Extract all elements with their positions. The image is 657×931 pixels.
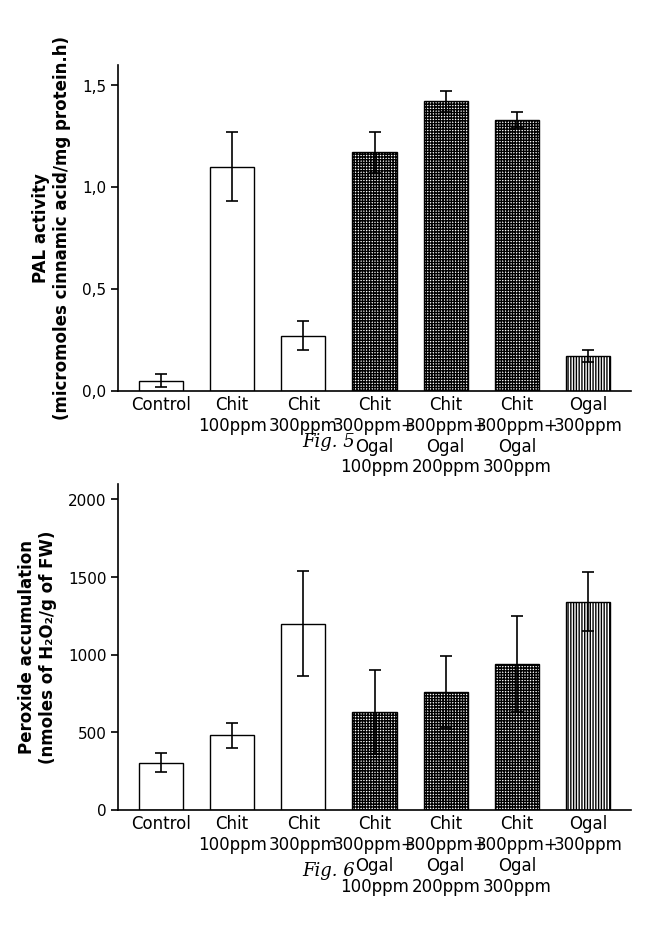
- Bar: [210, 167, 254, 391]
- Text: Fig. 5: Fig. 5: [302, 433, 355, 452]
- Text: Fig. 6: Fig. 6: [302, 861, 355, 880]
- Bar: [210, 735, 254, 810]
- Bar: [566, 357, 610, 391]
- Bar: [495, 664, 539, 810]
- Bar: [566, 602, 610, 810]
- Bar: [139, 762, 183, 810]
- Bar: [281, 624, 325, 810]
- Bar: [281, 336, 325, 391]
- Bar: [495, 120, 539, 391]
- Bar: [139, 381, 183, 391]
- Bar: [424, 692, 468, 810]
- Bar: [424, 101, 468, 391]
- Y-axis label: PAL activity
(micromoles cinnamic acid/mg protein.h): PAL activity (micromoles cinnamic acid/m…: [32, 36, 71, 420]
- Bar: [352, 712, 397, 810]
- Bar: [352, 153, 397, 391]
- Y-axis label: Peroxide accumulation
(nmoles of H₂O₂/g of FW): Peroxide accumulation (nmoles of H₂O₂/g …: [18, 531, 57, 763]
